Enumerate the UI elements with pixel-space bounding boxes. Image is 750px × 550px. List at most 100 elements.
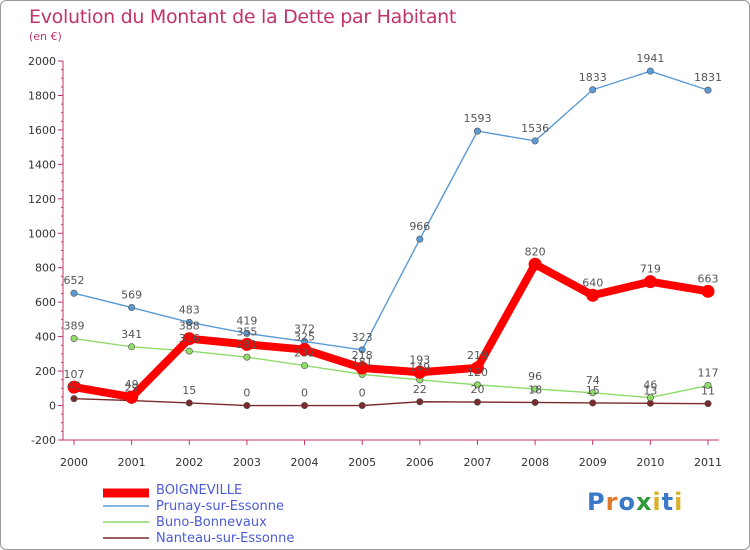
- data-label-2: 281: [236, 338, 257, 351]
- data-label-3: 0: [243, 387, 250, 400]
- data-label-2: 74: [586, 374, 600, 387]
- data-label-3: 15: [182, 384, 196, 397]
- data-label-1: 652: [64, 274, 85, 287]
- y-tick-label: 2000: [28, 55, 56, 68]
- x-tick-label: 2000: [60, 456, 88, 469]
- data-point-1: [128, 304, 136, 312]
- x-tick-label: 2003: [233, 456, 261, 469]
- data-point-3: [185, 399, 193, 407]
- data-point-1: [416, 235, 424, 243]
- data-point-0: [643, 275, 657, 289]
- data-label-1: 569: [121, 289, 142, 302]
- data-label-3: 40: [67, 380, 81, 393]
- y-tick-label: 0: [49, 400, 56, 413]
- x-tick-label: 2004: [291, 456, 319, 469]
- data-label-1: 1536: [521, 122, 549, 135]
- data-point-1: [473, 127, 481, 135]
- data-label-3: 18: [528, 383, 542, 396]
- chart-legend: BOIGNEVILLE Prunay-sur-Essonne Buno-Bonn…: [101, 483, 361, 548]
- data-point-3: [531, 398, 539, 406]
- data-label-1: 1593: [463, 112, 491, 125]
- chart-unit-label: (en €): [29, 30, 62, 43]
- data-point-3: [301, 402, 309, 410]
- data-label-2: 149: [409, 361, 430, 374]
- data-point-1: [185, 318, 193, 326]
- logo-letter: i: [652, 488, 662, 516]
- x-tick-label: 2001: [118, 456, 146, 469]
- data-label-1: 966: [409, 220, 430, 233]
- legend-swatch-nanteau: [103, 537, 149, 539]
- data-point-0: [298, 343, 312, 357]
- data-point-2: [243, 353, 251, 361]
- logo-letter: x: [635, 488, 653, 516]
- data-point-2: [128, 343, 136, 351]
- chart-title: Evolution du Montant de la Dette par Hab…: [29, 6, 457, 28]
- data-point-2: [704, 381, 712, 389]
- data-point-0: [470, 361, 484, 375]
- data-point-1: [646, 67, 654, 75]
- data-label-2: 117: [698, 366, 719, 379]
- data-point-1: [589, 86, 597, 94]
- y-tick-label: 400: [35, 331, 56, 344]
- data-label-0: 218: [352, 349, 373, 362]
- data-point-1: [358, 346, 366, 354]
- y-tick-label: 1800: [28, 89, 56, 102]
- legend-item-prunay: Prunay-sur-Essonne: [101, 499, 361, 516]
- data-point-3: [416, 398, 424, 406]
- x-tick-label: 2005: [348, 456, 376, 469]
- data-label-1: 323: [352, 331, 373, 344]
- x-tick-label: 2006: [406, 456, 434, 469]
- legend-swatch-boigneville: [103, 488, 149, 498]
- data-label-0: 193: [409, 353, 430, 366]
- logo-letter: r: [605, 488, 619, 516]
- data-point-0: [413, 365, 427, 379]
- data-label-0: 325: [294, 331, 315, 344]
- data-point-1: [531, 137, 539, 145]
- legend-label-prunay: Prunay-sur-Essonne: [156, 499, 284, 514]
- data-label-2: 96: [528, 370, 542, 383]
- data-point-3: [589, 399, 597, 407]
- data-label-0: 49: [125, 378, 139, 391]
- y-tick-label: 200: [35, 365, 56, 378]
- data-point-0: [701, 284, 715, 298]
- data-point-3: [704, 400, 712, 408]
- legend-item-boigneville: BOIGNEVILLE: [101, 483, 361, 500]
- data-label-0: 388: [179, 320, 200, 333]
- data-label-0: 640: [582, 276, 603, 289]
- data-label-2: 232: [294, 347, 315, 360]
- logo-letter: o: [618, 488, 636, 516]
- x-tick-label: 2008: [521, 456, 549, 469]
- data-label-0: 107: [64, 368, 85, 381]
- data-point-0: [528, 257, 542, 271]
- data-label-1: 1833: [579, 71, 607, 84]
- data-label-1: 419: [236, 314, 257, 327]
- x-tick-label: 2002: [175, 456, 203, 469]
- data-label-3: 0: [359, 387, 366, 400]
- data-label-1: 1941: [636, 52, 664, 65]
- series-line-0: [70, 260, 712, 402]
- data-label-2: 46: [643, 379, 657, 392]
- data-point-2: [646, 394, 654, 402]
- data-label-3: 13: [643, 384, 657, 397]
- data-point-1: [70, 289, 78, 297]
- series-line-1: [73, 70, 709, 351]
- data-point-1: [704, 86, 712, 94]
- legend-item-buno: Buno-Bonnevaux: [101, 515, 361, 532]
- data-point-0: [67, 380, 81, 394]
- data-point-0: [586, 288, 600, 302]
- data-point-3: [70, 395, 78, 403]
- data-point-2: [70, 335, 78, 343]
- y-tick-label: -200: [31, 434, 56, 447]
- data-point-1: [243, 329, 251, 337]
- data-label-3: 22: [413, 383, 427, 396]
- data-label-2: 341: [121, 328, 142, 341]
- logo-letter: i: [674, 488, 684, 516]
- y-tick-label: 1200: [28, 193, 56, 206]
- data-label-2: 389: [64, 320, 85, 333]
- legend-label-nanteau: Nanteau-sur-Essonne: [156, 531, 295, 546]
- data-point-2: [531, 385, 539, 393]
- data-label-1: 1831: [694, 71, 722, 84]
- data-label-1: 483: [179, 303, 200, 316]
- series-line-3: [73, 397, 709, 407]
